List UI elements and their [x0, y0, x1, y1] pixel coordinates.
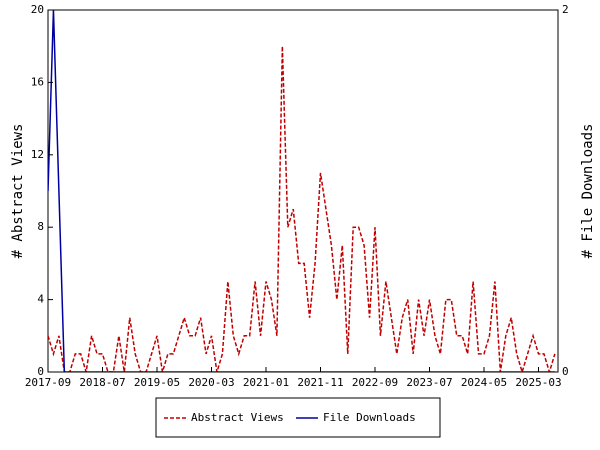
y-tick-label: 8 — [37, 220, 44, 233]
legend-label: File Downloads — [323, 411, 416, 424]
x-tick-label: 2023-07 — [406, 376, 452, 389]
y-tick-label: 12 — [31, 148, 44, 161]
y2-tick-label: 2 — [562, 3, 569, 16]
plot-frame — [47, 9, 559, 373]
x-tick-label: 2021-11 — [297, 376, 343, 389]
x-tick-label: 2025-03 — [515, 376, 561, 389]
y-tick-label: 16 — [31, 75, 44, 88]
x-tick-label: 2022-09 — [352, 376, 398, 389]
x-tick-label: 2017-09 — [25, 376, 71, 389]
x-tick-label: 2021-01 — [243, 376, 289, 389]
legend-label: Abstract Views — [191, 411, 284, 424]
x-tick-label: 2019-05 — [134, 376, 180, 389]
series-line — [48, 10, 555, 372]
y-tick-label: 20 — [31, 3, 44, 16]
series-line — [48, 46, 556, 372]
y2-tick-label: 0 — [562, 365, 569, 378]
y-axis-label: # Abstract Views — [10, 124, 26, 259]
y-tick-label: 4 — [37, 293, 44, 306]
y-tick-label: 0 — [37, 365, 44, 378]
x-tick-label: 2018-07 — [79, 376, 125, 389]
x-tick-label: 2020-03 — [188, 376, 234, 389]
x-tick-label: 2024-05 — [461, 376, 507, 389]
plot-area — [48, 10, 556, 372]
y2-axis-label: # File Downloads — [580, 124, 596, 259]
